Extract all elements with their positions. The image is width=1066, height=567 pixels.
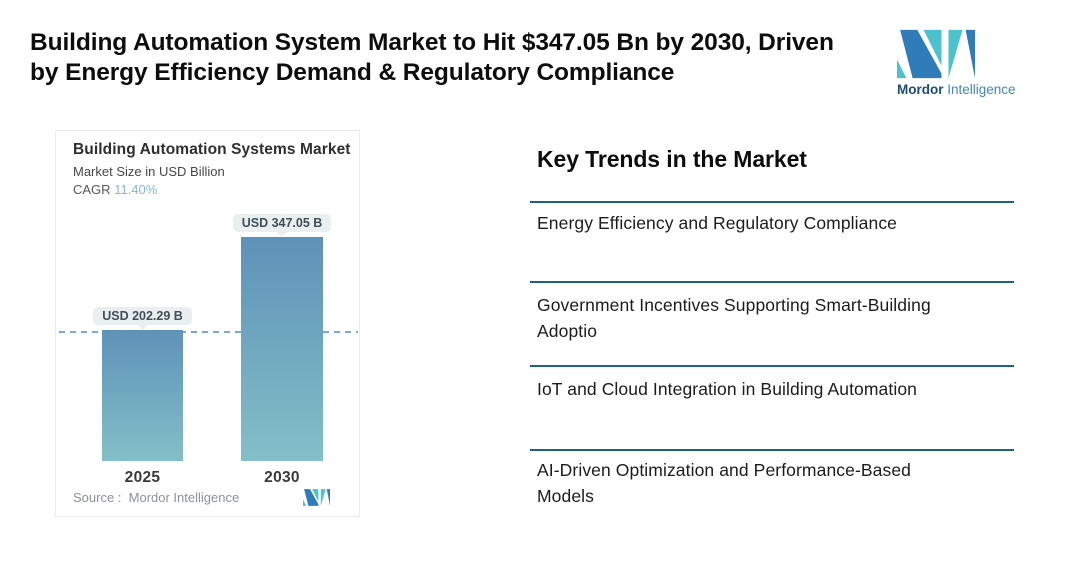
trend-divider — [530, 449, 1014, 451]
value-label-notch — [277, 232, 287, 237]
source-row: Source : Mordor Intelligence — [73, 489, 344, 511]
value-label-notch — [137, 325, 148, 330]
value-label-2030: USD 347.05 B — [232, 214, 332, 232]
brand-wordmark: Mordor Intelligence — [897, 82, 1016, 97]
value-label-2025: USD 202.29 B — [93, 307, 192, 325]
chart-title: Building Automation Systems Market — [73, 141, 351, 158]
key-trends-heading: Key Trends in the Market — [537, 146, 807, 172]
mordor-intelligence-mini-logo-icon — [303, 489, 330, 506]
brand-name-bold: Mordor — [897, 82, 944, 97]
chart-subtitle: Market Size in USD Billion — [73, 164, 225, 179]
cagr-label: CAGR — [73, 182, 111, 197]
brand-logo: Mordor Intelligence — [897, 29, 1016, 97]
cagr-value: 11.40% — [114, 182, 158, 197]
trend-divider — [530, 365, 1014, 367]
trend-item-iot-cloud: IoT and Cloud Integration in Building Au… — [537, 379, 918, 399]
bar-column-2025: USD 202.29 B — [93, 307, 192, 461]
trend-item-government-incentives: Government Incentives Supporting Smart-B… — [537, 295, 931, 341]
reference-dashed-line — [59, 331, 358, 333]
bar-2025 — [102, 330, 183, 461]
trend-item-energy-efficiency: Energy Efficiency and Regulatory Complia… — [537, 213, 897, 233]
page-title: Building Automation System Market to Hit… — [30, 29, 834, 86]
x-axis-label-2030: 2030 — [264, 469, 300, 486]
mordor-intelligence-logo-icon — [897, 29, 975, 79]
trend-divider — [530, 281, 1014, 283]
bar-column-2030: USD 347.05 B — [232, 214, 332, 461]
bar-2030 — [241, 237, 323, 461]
key-trends-panel: Key Trends in the Market Energy Efficien… — [530, 146, 1014, 526]
brand-name-regular: Intelligence — [943, 82, 1016, 97]
trend-divider — [530, 201, 1014, 203]
chart-cagr: CAGR 11.40% — [73, 182, 157, 197]
source-text: Source : Mordor Intelligence — [73, 490, 240, 505]
x-axis-label-2025: 2025 — [124, 469, 161, 486]
trend-item-ai-optimization: AI-Driven Optimization and Performance-B… — [537, 460, 912, 506]
market-chart-card: Building Automation Systems Market Marke… — [55, 130, 360, 517]
